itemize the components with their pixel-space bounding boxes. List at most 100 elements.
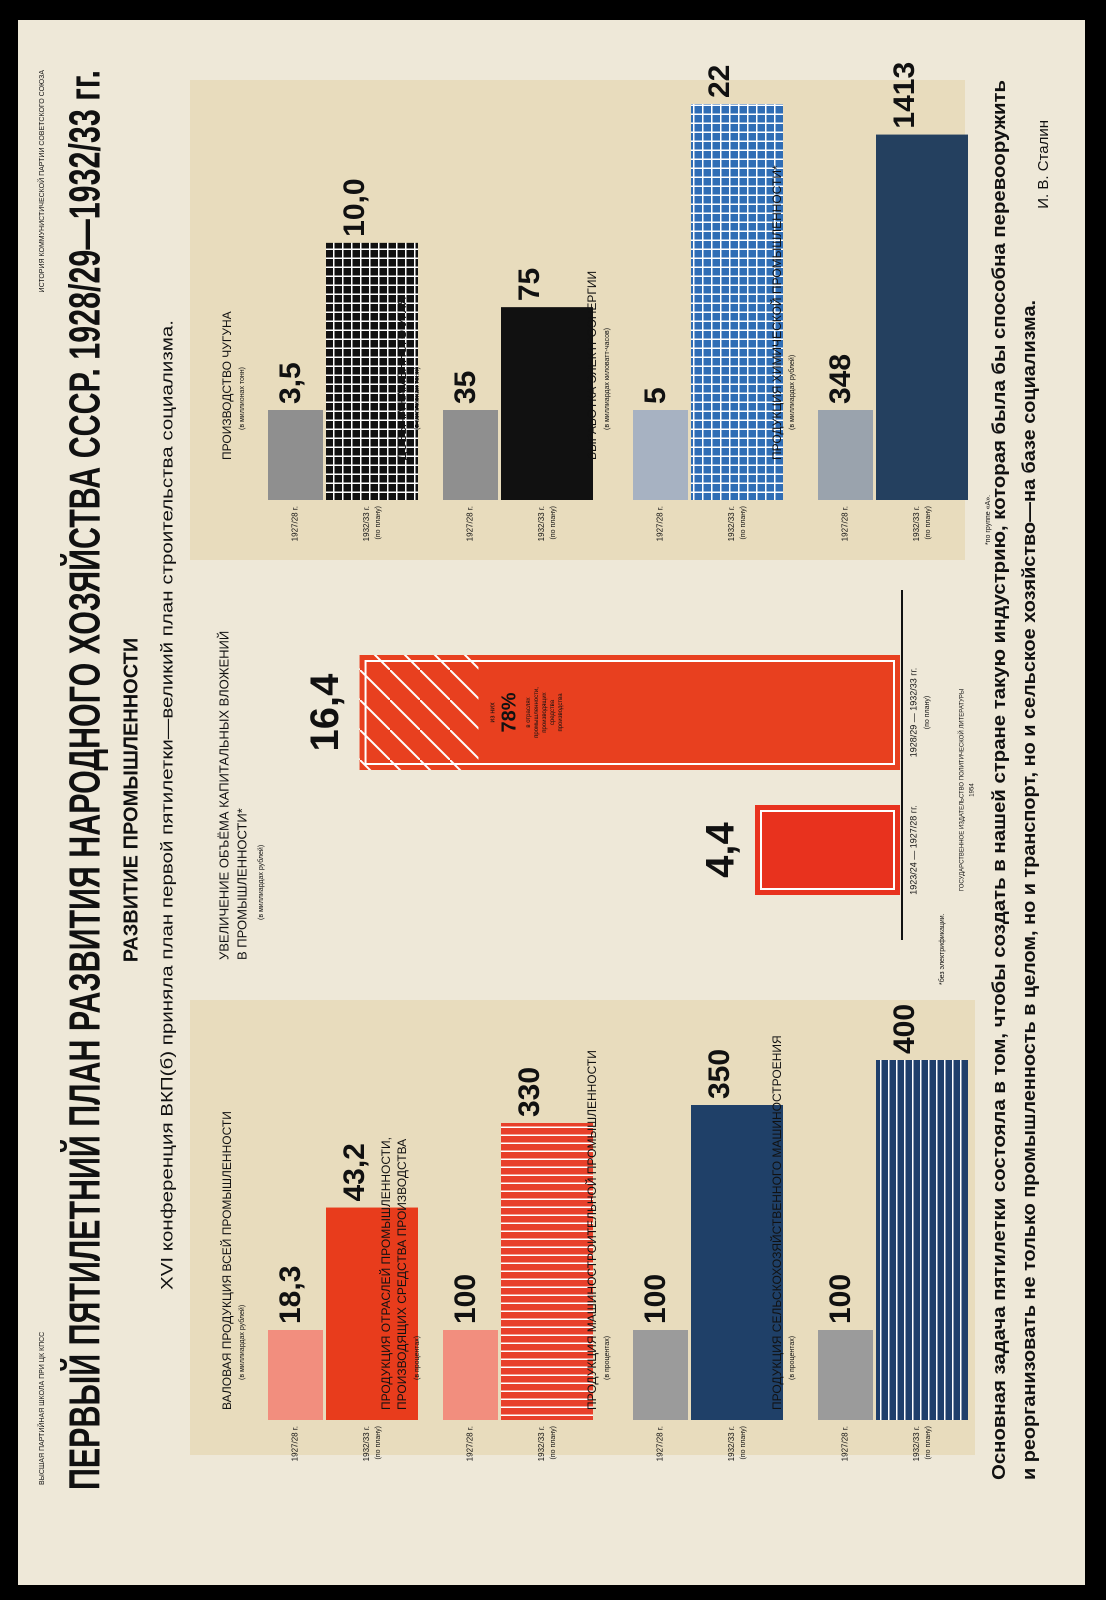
annotation: из них [489,702,496,723]
chart-title: ПРОДУКЦИЯ ОТРАСЛЕЙ ПРОМЫШЛЕННОСТИ, [378,1137,393,1410]
resolution: XVI конференция ВКП(б) приняла план перв… [157,320,176,1290]
bar [876,1060,968,1420]
value-label: 4,4 [699,821,743,877]
annotation: производства [558,693,564,732]
top-note: ВЫСШАЯ ПАРТИЙНАЯ ШКОЛА ПРИ ЦК КПСС [37,1332,46,1485]
value-label: 1413 [888,62,921,129]
chart-title: ВАЛОВАЯ ПРОДУКЦИЯ ВСЕЙ ПРОМЫШЛЕННОСТИ [219,1111,234,1410]
chart-subtitle: (в миллионах тонн) [239,367,246,430]
poster-sheet: ВЫСШАЯ ПАРТИЙНАЯ ШКОЛА ПРИ ЦК КПСС ИСТОР… [18,20,1085,1585]
bar [268,1330,323,1420]
category-label: 1923/24 — 1927/28 гг. [908,805,918,895]
bar [268,410,323,500]
chart-title: ПРОДУКЦИЯ МАШИНОСТРОИТЕЛЬНОЙ ПРОМЫШЛЕННО… [584,1050,599,1410]
category-label: 1927/28 г. [841,1426,850,1461]
category-label: 1927/28 г. [841,506,850,541]
bar [755,805,900,895]
chart-subtitle: (в миллиардах рублей) [788,355,796,430]
value-label: 5 [639,387,672,404]
category-label: 1927/28 г. [656,1426,665,1461]
chart-title: ПРОИЗВОДЯЩИХ СРЕДСТВА ПРОИЗВОДСТВА [395,1139,409,1410]
value-label: 22 [703,65,736,98]
quote-line: и реорганизовать не только промышленност… [1019,300,1039,1480]
category-label: 1932/33 г. [537,1426,546,1461]
chart-subtitle: (в процентах) [789,1336,796,1380]
bar [326,1207,418,1420]
bar-outline [760,810,895,890]
bar [691,104,783,500]
value-label: 18,3 [274,1266,307,1324]
category-label: 1932/33 г. [727,506,736,541]
top-note: ИСТОРИЯ КОММУНИСТИЧЕСКОЙ ПАРТИИ СОВЕТСКО… [37,70,46,293]
value-label: 400 [888,1004,921,1054]
bar-share [478,655,900,770]
plan-note: (по плану) [924,696,931,729]
bar [501,307,593,500]
chart-title: ДОБЫЧА КАМЕННОГО УГЛЯ [395,297,409,460]
bar [501,1123,593,1420]
publisher: ГОСУДАРСТВЕННОЕ ИЗДАТЕЛЬСТВО ПОЛИТИЧЕСКО… [958,689,966,891]
value-label: 43,2 [338,1143,371,1201]
plan-note: (по плану) [740,1426,747,1459]
chart-title: В ПРОМЫШЛЕННОСТИ* [234,808,249,960]
category-label: 1932/33 г. [362,506,371,541]
plan-note: (по плану) [740,506,747,539]
chart-title: ПРОДУКЦИЯ ХИМИЧЕСКОЙ ПРОМЫШЛЕННОСТИ* [769,165,784,460]
category-label: 1928/29 — 1932/33 гг. [908,668,918,758]
value-label: 350 [703,1049,736,1099]
chart-title: ВЫРАБОТКА ЭЛЕКТРОЭНЕРГИИ [585,271,599,460]
value-label: 16,4 [303,673,347,752]
plan-note: (по плану) [375,506,382,539]
bar [818,410,873,500]
value-label: 330 [513,1067,546,1117]
chart-subtitle: (в процентах) [414,1336,421,1380]
chart-subtitle: (в миллионах тонн) [414,367,421,430]
value-label: 10,0 [338,178,371,236]
chart-title: ПРОИЗВОДСТВО ЧУГУНА [220,311,234,460]
value-label: 100 [639,1274,672,1324]
annotation: средства [550,699,556,725]
chart-subtitle: (в миллиардах рублей) [238,1305,246,1380]
category-label: 1927/28 г. [466,506,475,541]
category-label: 1927/28 г. [466,1426,475,1461]
publisher: 1954 [970,783,976,797]
annotation-value: 78% [499,692,521,732]
category-label: 1927/28 г. [656,506,665,541]
annotation: в отраслях [526,697,532,727]
category-label: 1932/33 г. [912,1426,921,1461]
chart-subtitle: (в процентах) [604,1336,611,1380]
bar [633,1330,688,1420]
bar [876,134,968,500]
plan-note: (по плану) [375,1426,382,1459]
category-label: 1932/33 г. [362,1426,371,1461]
category-label: 1932/33 г. [727,1426,736,1461]
category-label: 1932/33 г. [912,506,921,541]
footnote: *без электрификации. [938,913,946,985]
plan-note: (по плану) [550,506,557,539]
value-label: 75 [513,268,546,301]
bar [691,1105,783,1420]
chart-title: УВЕЛИЧЕНИЕ ОБЪЁМА КАПИТАЛЬНЫХ ВЛОЖЕНИЙ [216,631,231,960]
category-label: 1932/33 г. [537,506,546,541]
value-label: 3,5 [274,362,307,404]
title: ПЕРВЫЙ ПЯТИЛЕТНИЙ ПЛАН РАЗВИТИЯ НАРОДНОГ… [59,70,110,1490]
bar-outline [364,660,895,765]
bar [633,410,688,500]
category-label: 1927/28 г. [291,1426,300,1461]
plan-note: (по плану) [550,1426,557,1459]
author: И. В. Сталин [1035,120,1052,209]
category-label: 1927/28 г. [291,506,300,541]
bar [443,1330,498,1420]
value-label: 348 [824,354,857,404]
chart-subtitle: (в миллиардах киловатт-часов) [604,328,611,430]
chart-subtitle: (в миллиардах рублей) [257,845,265,920]
plan-note: (по плану) [925,506,932,539]
value-label: 35 [449,371,482,404]
bar [443,410,498,500]
chart-title: ПРОДУКЦИЯ СЕЛЬСКОХОЗЯЙСТВЕННОГО МАШИНОСТ… [769,1035,784,1410]
value-label: 100 [824,1274,857,1324]
quote-line: Основная задача пятилетки состояла в том… [989,80,1009,1480]
bar [326,242,418,500]
